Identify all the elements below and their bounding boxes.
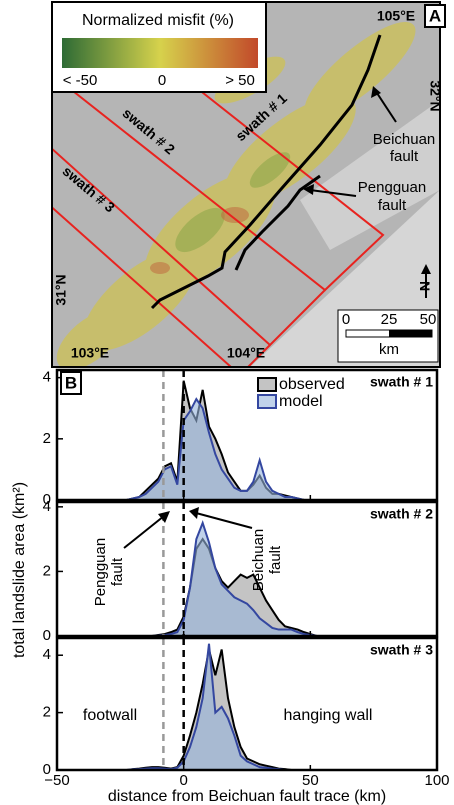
legend-swatch: [257, 377, 277, 392]
panel-title: swath # 2: [370, 506, 433, 522]
area-fill: [107, 399, 362, 500]
scale-label: 25: [381, 311, 398, 328]
arrowhead: [189, 507, 199, 519]
north-arrow: [421, 264, 431, 274]
lon-label: 105°E: [377, 8, 415, 24]
colorbar-label: 0: [158, 72, 166, 89]
scale-bar: [389, 330, 432, 337]
scale-label: 50: [420, 311, 437, 328]
plot-frame: [55, 368, 439, 502]
arrow: [123, 515, 165, 549]
fault-label: fault: [378, 197, 407, 214]
y-tick-label: 0: [43, 491, 51, 508]
pengguan-fault-trace: [234, 174, 321, 271]
basin: [300, 100, 440, 250]
fault-label: fault: [390, 148, 419, 165]
arrowhead: [158, 511, 170, 523]
y-tick-label: 4: [43, 646, 51, 663]
legend-label: observed: [279, 376, 345, 393]
arrowhead: [371, 86, 381, 98]
colorbar-label: > 50: [225, 72, 255, 89]
swath-outlines: [52, 2, 385, 367]
series-line: [107, 397, 361, 500]
panel-label-box: [60, 371, 82, 395]
x-tick-label: −50: [44, 772, 69, 789]
y-tick-label: 0: [43, 627, 51, 644]
series-line: [107, 643, 361, 770]
plot-area: [107, 638, 362, 770]
fault-label: Beichuan: [373, 131, 436, 148]
plot-area: [107, 370, 362, 500]
annotation: hanging wall: [284, 707, 373, 724]
panel-label: A: [429, 6, 441, 25]
y-tick-label: 2: [43, 562, 51, 579]
lon-label: 103°E: [71, 345, 109, 361]
arrowhead: [303, 184, 314, 195]
series-line: [107, 380, 361, 500]
legend-label: model: [279, 393, 323, 410]
annotation: Beichuan: [250, 529, 267, 592]
area-fill: [107, 539, 362, 636]
plot-frame: [55, 636, 439, 772]
panel-label: B: [65, 373, 77, 392]
lat-label: 32°N: [427, 80, 443, 111]
colorbar: [62, 38, 258, 68]
arrow: [374, 89, 397, 123]
y-tick-label: 4: [43, 369, 51, 386]
lat-label: 31°N: [53, 274, 69, 305]
area-fill: [107, 522, 362, 636]
north-label: N: [417, 281, 433, 291]
fault-label: Pengguan: [358, 179, 426, 196]
annotation: fault: [109, 557, 126, 586]
panel-title: swath # 3: [370, 642, 433, 658]
x-axis-label: distance from Beichuan fault trace (km): [108, 788, 386, 805]
y-tick-label: 2: [43, 704, 51, 721]
lon-label: 104°E: [227, 345, 265, 361]
x-tick-label: 0: [179, 772, 187, 789]
area-fill: [107, 643, 362, 770]
series-line: [107, 520, 361, 636]
beichuan-fault-trace: [150, 34, 382, 310]
y-tick-label: 4: [43, 498, 51, 515]
y-tick-label: 0: [43, 761, 51, 778]
annotation: footwall: [83, 707, 137, 724]
panel-title: swath # 1: [370, 374, 433, 390]
arrow: [309, 189, 357, 197]
series-line: [107, 649, 361, 770]
annotation: fault: [267, 545, 284, 574]
y-tick-label: 2: [43, 430, 51, 447]
y-axis-label: total landslide area (km²): [11, 482, 28, 658]
arrow: [195, 512, 253, 529]
misfit-patches: [175, 152, 291, 253]
colorbar-label: < -50: [63, 72, 98, 89]
scale-unit: km: [379, 341, 399, 358]
colorbar-title: Normalized misfit (%): [82, 12, 234, 29]
panel-label-box: [424, 4, 446, 28]
x-tick-label: 100: [424, 772, 449, 789]
plot-area: [107, 502, 362, 636]
legend-swatch: [257, 394, 277, 409]
plot-frame: [55, 500, 439, 638]
x-tick-label: 50: [302, 772, 319, 789]
scale-label: 0: [342, 311, 350, 328]
annotation: Pengguan: [92, 538, 109, 606]
misfit-patches: [150, 207, 249, 274]
series-line: [107, 537, 361, 636]
